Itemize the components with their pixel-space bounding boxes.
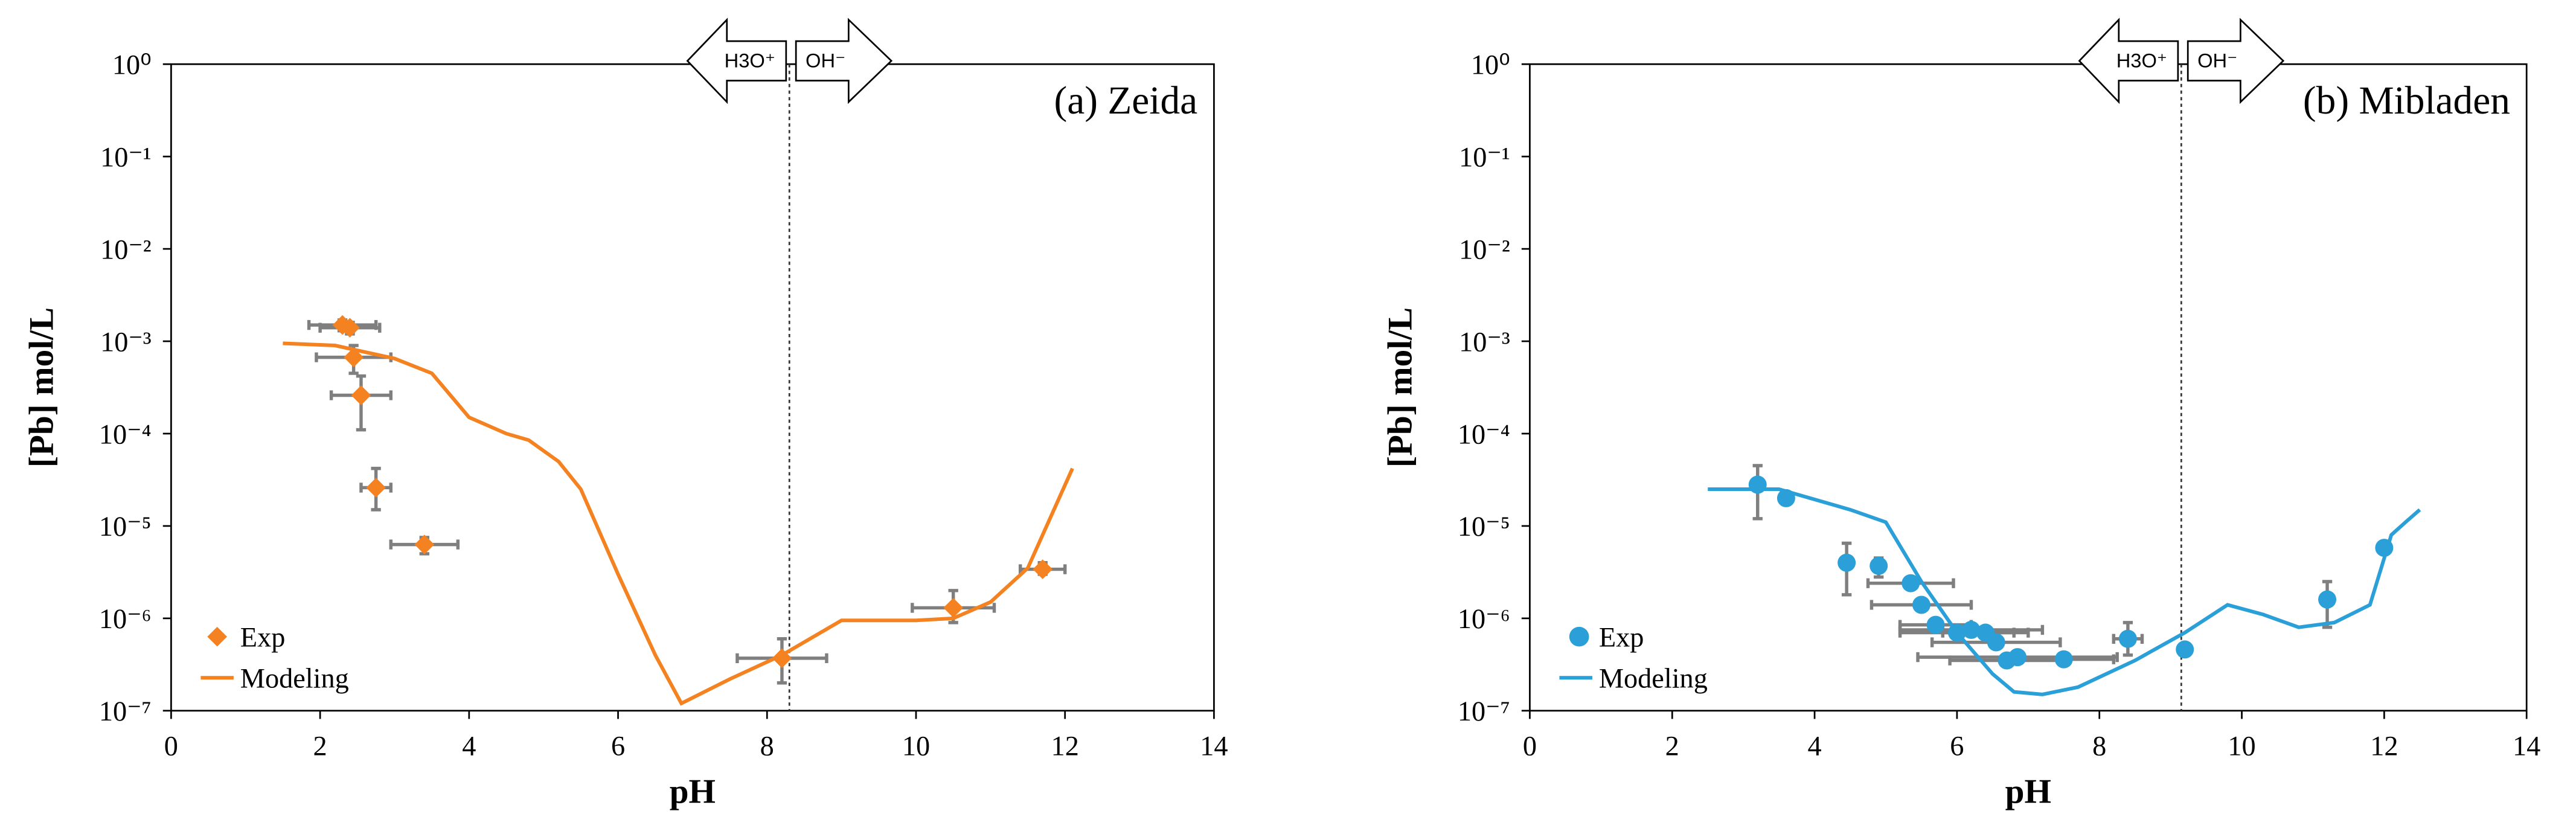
x-axis-label: pH [670, 772, 716, 810]
arrow-right [2187, 18, 2285, 104]
arrow-label: H3O⁺ [725, 50, 775, 72]
data-point [366, 478, 386, 498]
data-point [1837, 553, 1856, 572]
y-tick-label: 10⁻⁷ [99, 696, 152, 727]
model-line [1708, 487, 2421, 696]
legend-label: Exp [240, 623, 286, 653]
x-tick-label: 2 [1665, 731, 1679, 762]
x-tick-label: 8 [760, 731, 774, 762]
arrow-right [795, 18, 893, 104]
legend-label: Modeling [1599, 664, 1708, 695]
arrow-left [2078, 18, 2179, 104]
data-point [1962, 620, 1981, 639]
data-point [2318, 590, 2337, 609]
x-tick-label: 10 [2228, 731, 2255, 762]
data-point [1912, 595, 1930, 614]
data-point [943, 598, 964, 618]
legend-marker [1569, 626, 1589, 647]
data-point [1870, 556, 1888, 575]
data-point [2118, 629, 2137, 648]
legend-marker [207, 626, 228, 647]
plot-frame [1529, 63, 2528, 712]
y-tick-label: 10⁻¹ [100, 143, 152, 173]
y-tick-label: 10⁰ [112, 50, 152, 81]
data-point [1926, 615, 1945, 634]
x-tick-label: 4 [462, 731, 476, 762]
x-tick-label: 4 [1807, 731, 1821, 762]
y-tick-label: 10⁻⁴ [1458, 419, 1510, 450]
y-axis-label: [Pb] mol/L [22, 307, 60, 467]
y-tick-label: 10⁻⁴ [99, 419, 152, 450]
y-tick-label: 10⁻³ [100, 327, 152, 358]
data-point [414, 534, 435, 554]
y-tick-label: 10⁻² [100, 234, 152, 265]
arrow-label: OH⁻ [2197, 50, 2237, 72]
x-tick-label: 2 [313, 731, 327, 762]
y-tick-label: 10⁻⁶ [99, 604, 152, 635]
y-tick-label: 10⁰ [1471, 50, 1510, 81]
data-point [2176, 640, 2194, 659]
arrow-label: OH⁻ [806, 50, 845, 72]
y-tick-label: 10⁻² [1459, 234, 1510, 265]
annotation: (a) Zeida [1054, 79, 1198, 123]
data-point [351, 385, 371, 405]
data-point [2008, 648, 2027, 667]
data-point [1987, 633, 2005, 652]
data-point [1902, 574, 1920, 592]
x-tick-label: 0 [164, 731, 178, 762]
x-tick-label: 0 [1523, 731, 1537, 762]
x-tick-label: 14 [1200, 731, 1228, 762]
y-axis-label: [Pb] mol/L [1381, 307, 1419, 467]
annotation: (b) Mibladen [2303, 79, 2510, 123]
y-tick-label: 10⁻⁵ [99, 512, 152, 542]
y-tick-label: 10⁻³ [1459, 327, 1510, 358]
y-tick-label: 10⁻⁷ [1458, 696, 1510, 727]
y-tick-label: 10⁻¹ [1459, 143, 1510, 173]
y-tick-label: 10⁻⁶ [1458, 604, 1510, 635]
x-tick-label: 12 [2370, 731, 2398, 762]
legend-label: Modeling [240, 664, 349, 695]
legend-label: Exp [1599, 623, 1644, 653]
arrow-label: H3O⁺ [2116, 50, 2167, 72]
x-tick-label: 12 [1051, 731, 1079, 762]
x-axis-label: pH [2005, 772, 2051, 810]
plot-frame [170, 63, 1215, 712]
model-line [283, 341, 1074, 706]
x-tick-label: 6 [611, 731, 625, 762]
x-tick-label: 8 [2092, 731, 2106, 762]
arrow-left [686, 18, 787, 104]
data-point [2054, 650, 2073, 669]
x-tick-label: 10 [902, 731, 930, 762]
data-point [1033, 559, 1053, 579]
x-tick-label: 14 [2513, 731, 2540, 762]
x-tick-label: 6 [1950, 731, 1964, 762]
y-tick-label: 10⁻⁵ [1458, 512, 1510, 542]
